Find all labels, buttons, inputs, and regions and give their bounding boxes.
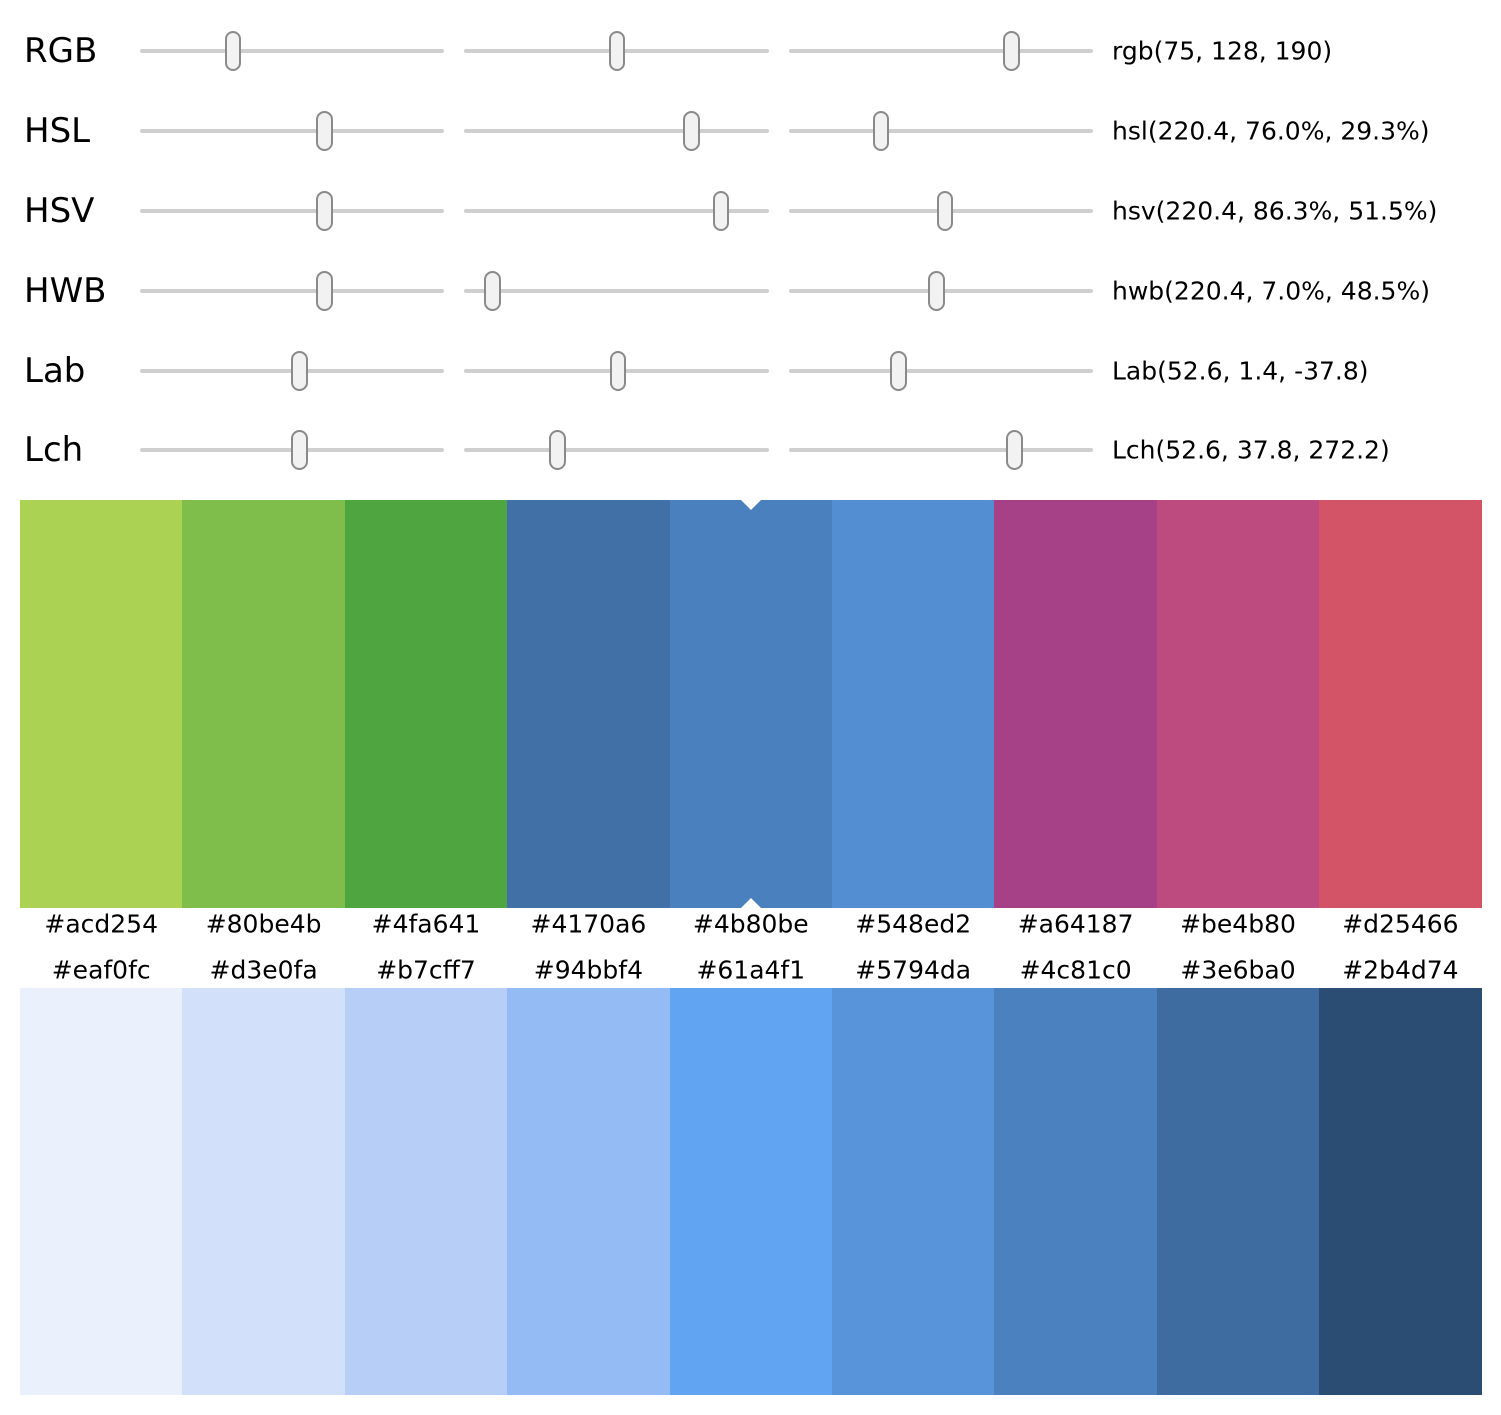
hue-swatch-hex-label: #be4b80 — [1180, 909, 1296, 939]
slider-track[interactable] — [140, 288, 445, 293]
hue-swatch-4[interactable] — [669, 500, 833, 909]
hue-swatch-hex-label: #4170a6 — [530, 909, 647, 939]
slider-value-readout: Lab(52.6, 1.4, -37.8) — [1112, 356, 1369, 386]
selected-swatch-marker-top — [740, 500, 761, 511]
slider-track[interactable] — [788, 368, 1093, 373]
tint-swatch-0[interactable] — [20, 987, 183, 1395]
slider-track[interactable] — [788, 128, 1093, 133]
slider-thumb[interactable] — [890, 350, 907, 391]
slider-thumb[interactable] — [224, 31, 242, 71]
tint-swatch-5[interactable] — [832, 987, 995, 1395]
slider-row-rgb: RGB rgb(75, 128, 190) — [0, 21, 1501, 81]
slider-track[interactable] — [788, 49, 1093, 53]
tint-swatch-7[interactable] — [1156, 987, 1320, 1395]
slider-thumb[interactable] — [291, 430, 308, 471]
hue-swatch-hex-label: #acd254 — [44, 909, 158, 939]
slider-track[interactable] — [464, 128, 769, 133]
slider-thumb[interactable] — [609, 350, 627, 391]
slider-thumb[interactable] — [1003, 31, 1020, 71]
tint-swatch-hex-label: #2b4d74 — [1342, 955, 1459, 985]
tint-swatch-2[interactable] — [344, 987, 508, 1395]
slider-thumb[interactable] — [549, 430, 566, 471]
tint-swatch-6[interactable] — [994, 987, 1157, 1395]
slider-value-readout: hsl(220.4, 76.0%, 29.3%) — [1112, 116, 1430, 146]
slider-thumb[interactable] — [683, 110, 700, 151]
slider-value-readout: hwb(220.4, 7.0%, 48.5%) — [1112, 276, 1430, 306]
tint-swatch-hex-label: #b7cff7 — [376, 955, 476, 985]
tint-swatch-hex-label: #5794da — [855, 955, 972, 985]
hue-swatch-8[interactable] — [1319, 500, 1482, 909]
slider-thumb[interactable] — [712, 190, 730, 231]
slider-track[interactable] — [140, 49, 445, 53]
slider-thumb[interactable] — [1006, 430, 1023, 471]
tint-swatch-hex-label: #eaf0fc — [51, 955, 151, 985]
hue-swatch-1[interactable] — [182, 500, 345, 909]
slider-row-hsv: HSV hsv(220.4, 86.3%, 51.5%) — [0, 181, 1501, 241]
hue-swatch-7[interactable] — [1156, 500, 1320, 909]
slider-track[interactable] — [464, 208, 769, 213]
tint-swatch-1[interactable] — [182, 987, 345, 1395]
slider-track[interactable] — [788, 448, 1093, 453]
hue-swatch-6[interactable] — [994, 500, 1157, 909]
slider-thumb[interactable] — [872, 110, 890, 151]
tint-swatch-8[interactable] — [1319, 987, 1482, 1395]
hue-swatch-2[interactable] — [344, 500, 508, 909]
slider-row-label: Lab — [24, 350, 86, 391]
slider-row-label: Lch — [24, 430, 84, 471]
tint-palette — [20, 987, 1482, 1395]
hue-swatch-hex-label: #80be4b — [205, 909, 322, 939]
slider-thumb[interactable] — [316, 190, 333, 231]
slider-value-readout: Lch(52.6, 37.8, 272.2) — [1112, 435, 1390, 465]
slider-value-readout: rgb(75, 128, 190) — [1112, 36, 1333, 66]
slider-row-hwb: HWB hwb(220.4, 7.0%, 48.5%) — [0, 261, 1501, 321]
hue-swatch-hex-label: #d25466 — [1342, 909, 1459, 939]
selected-swatch-marker-bottom — [740, 898, 761, 909]
slider-row-label: HSL — [24, 110, 91, 151]
tint-swatch-hex-label: #61a4f1 — [696, 955, 806, 985]
tint-swatch-hex-label: #d3e0fa — [209, 955, 318, 985]
slider-thumb[interactable] — [936, 190, 954, 231]
hue-swatch-5[interactable] — [832, 500, 995, 909]
tint-swatch-3[interactable] — [507, 987, 670, 1395]
slider-thumb[interactable] — [316, 110, 333, 151]
slider-row-label: RGB — [24, 31, 98, 71]
slider-track[interactable] — [140, 208, 445, 213]
hue-palette — [20, 500, 1482, 909]
slider-value-readout: hsv(220.4, 86.3%, 51.5%) — [1112, 196, 1438, 226]
hue-swatch-hex-label: #a64187 — [1017, 909, 1134, 939]
slider-row-lab: Lab Lab(52.6, 1.4, -37.8) — [0, 341, 1501, 401]
hue-swatch-hex-label: #4b80be — [692, 909, 809, 939]
slider-thumb[interactable] — [291, 350, 308, 391]
slider-thumb[interactable] — [484, 270, 501, 311]
slider-row-label: HWB — [24, 270, 107, 311]
slider-row-hsl: HSL hsl(220.4, 76.0%, 29.3%) — [0, 101, 1501, 161]
slider-row-lch: Lch Lch(52.6, 37.8, 272.2) — [0, 420, 1501, 480]
slider-thumb[interactable] — [928, 270, 945, 311]
tint-swatch-hex-label: #3e6ba0 — [1180, 955, 1296, 985]
hue-swatch-hex-label: #4fa641 — [371, 909, 481, 939]
slider-row-label: HSV — [24, 190, 95, 231]
slider-thumb[interactable] — [608, 31, 626, 71]
slider-track[interactable] — [140, 128, 445, 133]
tint-swatch-hex-label: #94bbf4 — [533, 955, 643, 985]
hue-swatch-3[interactable] — [507, 500, 670, 909]
tint-swatch-hex-label: #4c81c0 — [1019, 955, 1132, 985]
hue-swatch-hex-label: #548ed2 — [855, 909, 972, 939]
hue-swatch-0[interactable] — [20, 500, 183, 909]
slider-track[interactable] — [464, 288, 769, 293]
slider-thumb[interactable] — [316, 270, 333, 311]
tint-swatch-4[interactable] — [669, 987, 833, 1395]
slider-track[interactable] — [464, 448, 769, 453]
